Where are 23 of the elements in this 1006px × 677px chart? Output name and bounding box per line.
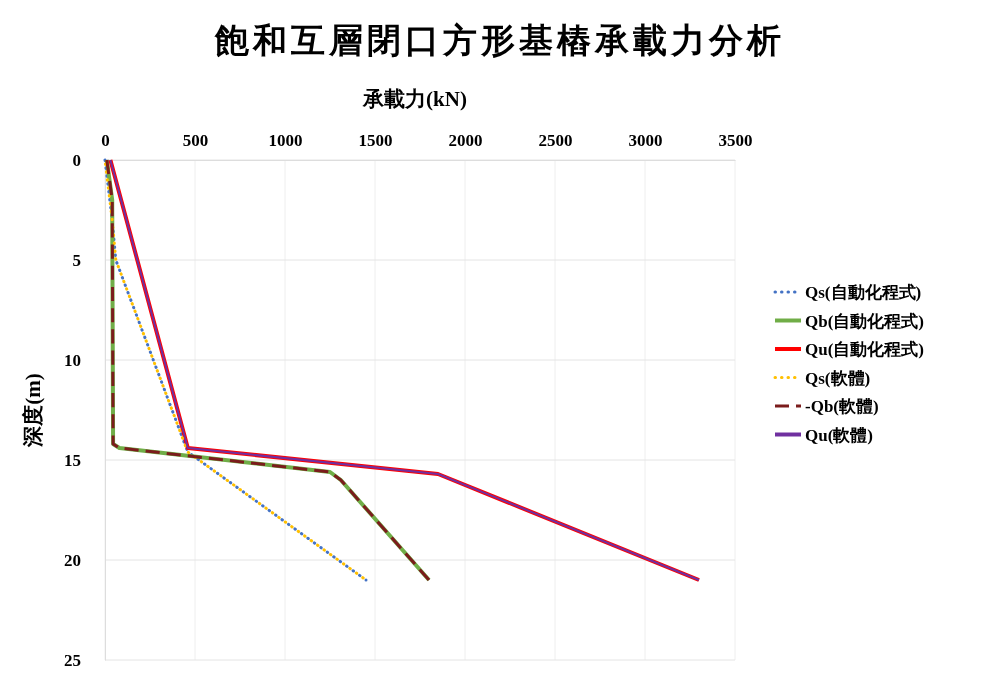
legend-label: Qs(自動化程式) (805, 283, 922, 302)
legend-label: Qs(軟體) (805, 368, 871, 388)
legend-label: Qb(自動化程式) (805, 311, 924, 331)
x-axis-title: 承載力(kN) (362, 87, 467, 111)
legend-label: Qu(自動化程式) (805, 340, 924, 359)
x-tick-label: 3500 (718, 131, 753, 150)
x-tick-label: 1000 (268, 131, 303, 150)
legend-label: -Qb(軟體) (805, 397, 879, 416)
x-tick-label: 3000 (628, 131, 663, 150)
y-tick-label: 10 (64, 350, 81, 370)
x-tick-label: 500 (182, 131, 209, 150)
y-tick-label: 15 (64, 450, 81, 470)
y-tick-label: 20 (64, 550, 81, 570)
chart-title: 飽和互層閉口方形基樁承載力分析 (214, 22, 785, 59)
x-tick-label: 1500 (358, 131, 393, 150)
y-tick-label: 5 (72, 250, 81, 270)
x-tick-label: 2500 (538, 131, 573, 150)
x-tick-label: 2000 (448, 131, 483, 150)
y-tick-label: 25 (64, 650, 81, 670)
y-tick-label: 0 (72, 150, 81, 170)
x-tick-label: 0 (101, 131, 110, 150)
legend-label: Qu(軟體) (805, 425, 873, 445)
y-axis-title: 深度(m) (21, 373, 45, 448)
